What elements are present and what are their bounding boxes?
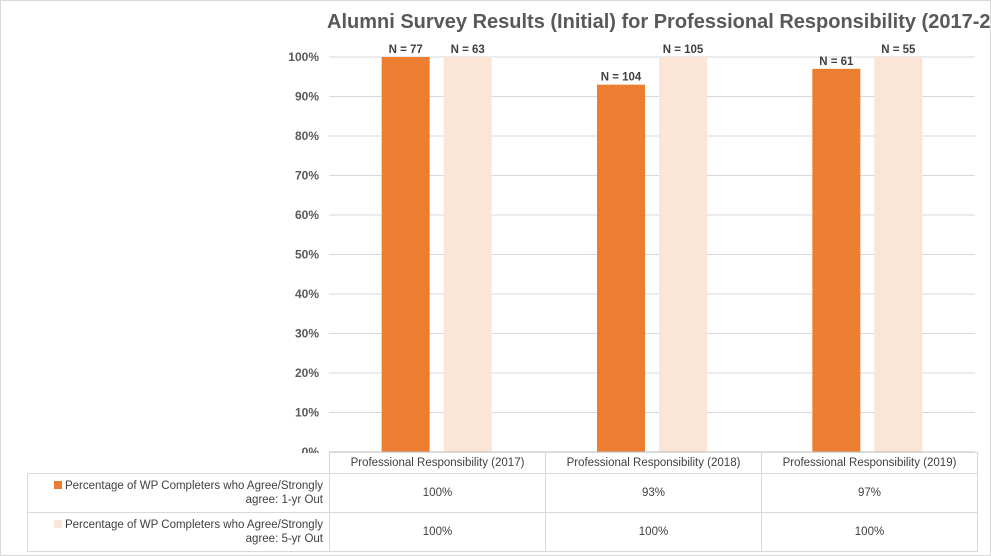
category-header: Professional Responsibility (2017) — [329, 452, 546, 474]
y-tick-label: 0% — [302, 445, 320, 453]
bar-n-label: N = 61 — [819, 56, 854, 68]
legend-swatch-5yr — [53, 520, 62, 528]
bar — [443, 57, 492, 452]
y-tick-label: 30% — [295, 327, 319, 341]
bar-n-label: N = 104 — [601, 72, 642, 84]
bar — [659, 57, 707, 452]
data-table-row-series-1: Percentage of WP Completers who Agree/St… — [27, 473, 978, 513]
y-tick-label: 70% — [295, 169, 319, 183]
table-cell-value: 100% — [545, 512, 762, 552]
data-table-header-row: Professional Responsibility (2017) Profe… — [27, 452, 978, 474]
y-tick-label: 60% — [295, 208, 319, 222]
y-tick-label: 20% — [295, 366, 319, 380]
bar-n-label: N = 77 — [389, 44, 423, 56]
plot-area: 0% 10% 20% 30% 40% 50% 60% 70% 80% 90% 100% N = 77 N… — [288, 44, 975, 453]
bar — [812, 68, 861, 452]
data-table: Professional Responsibility (2017) Profe… — [27, 452, 978, 552]
table-cell-value: 100% — [329, 512, 546, 552]
category-header: Professional Responsibility (2019) — [761, 452, 978, 474]
legend-label: Percentage of WP Completers who Agree/St… — [64, 519, 323, 545]
y-tick-label: 80% — [295, 129, 319, 143]
bar — [381, 57, 430, 452]
legend-label: Percentage of WP Completers who Agree/St… — [64, 480, 323, 506]
bar-n-label: N = 63 — [451, 44, 485, 56]
category-header: Professional Responsibility (2018) — [545, 452, 762, 474]
chart-title: Alumni Survey Results (Initial) for Prof… — [327, 11, 991, 33]
bar — [874, 57, 923, 452]
y-tick-label: 50% — [295, 248, 319, 262]
table-cell-value: 93% — [545, 473, 762, 513]
table-cell-value: 100% — [329, 473, 546, 513]
legend-entry-5yr: Percentage of WP Completers who Agree/St… — [27, 512, 330, 552]
y-tick-label: 40% — [295, 287, 319, 301]
bar-n-label: N = 55 — [881, 44, 916, 56]
legend-swatch-1yr — [53, 481, 62, 489]
y-tick-label: 10% — [295, 406, 319, 420]
data-table-row-series-2: Percentage of WP Completers who Agree/St… — [27, 512, 978, 552]
bar — [597, 84, 645, 453]
table-cell-value: 100% — [761, 512, 978, 552]
y-tick-label: 100% — [288, 50, 319, 64]
legend-entry-1yr: Percentage of WP Completers who Agree/St… — [27, 473, 330, 513]
table-cell-value: 97% — [761, 473, 978, 513]
bar-n-label: N = 105 — [663, 44, 704, 56]
y-tick-label: 90% — [295, 90, 319, 104]
data-table-corner — [27, 452, 330, 474]
